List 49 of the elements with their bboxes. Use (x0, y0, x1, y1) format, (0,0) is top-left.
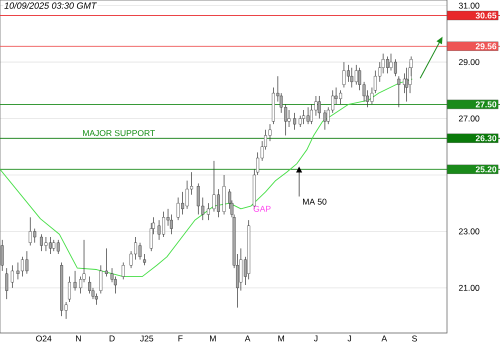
annotation: MA 50 (303, 198, 326, 205)
candlestick (216, 188, 220, 218)
y-tick-label: 31.00 (458, 2, 480, 9)
candlestick (318, 96, 321, 119)
ref-line-label: 29.56 (476, 43, 496, 50)
x-tick-label: S (412, 336, 417, 342)
candlestick (25, 250, 28, 274)
candlestick (10, 264, 14, 288)
ref-line-label: 26.30 (476, 135, 496, 142)
x-tick-label: F (178, 336, 183, 342)
candlestick (323, 110, 326, 130)
annotation: GAP (254, 206, 271, 212)
candlestick (397, 76, 400, 108)
annotation: MAJOR SUPPORT (83, 130, 155, 136)
x-tick-label: N (76, 336, 81, 342)
candlestick (48, 236, 52, 254)
candlestick (104, 248, 108, 277)
x-tick-label: J (348, 336, 352, 342)
x-tick-label: D (110, 336, 115, 342)
ref-line-label: 27.50 (476, 101, 496, 108)
candlestick (5, 268, 8, 300)
y-tick-label: 23.00 (458, 228, 480, 234)
candlestick (405, 67, 408, 102)
candlestick (68, 276, 71, 302)
x-tick-label: M (210, 336, 216, 342)
x-tick-label: O24 (36, 336, 52, 342)
x-tick-label: A (381, 336, 388, 342)
candlestick (394, 58, 397, 77)
y-tick-label: 21.00 (458, 284, 480, 291)
x-tick-label: A (244, 336, 250, 342)
chart-title: 10/09/2025 03:30 GMT (4, 2, 97, 9)
candlestick (158, 220, 161, 240)
candlestick (0, 240, 4, 272)
x-tick-label: J (314, 336, 318, 342)
candlestick (99, 264, 102, 294)
candlestick (176, 197, 180, 220)
candlestick (293, 112, 296, 130)
candlestick (206, 202, 210, 220)
y-tick-label: 29.00 (458, 59, 480, 66)
candlestick (74, 270, 77, 292)
candlestick (122, 262, 125, 280)
candlestick (302, 110, 306, 125)
candlestick (288, 110, 291, 128)
x-tick-label: M (278, 336, 284, 342)
ref-line-label: 30.65 (476, 12, 496, 19)
y-tick-label: 27.00 (458, 116, 480, 122)
x-tick-label: J25 (140, 336, 154, 342)
ref-line-label: 25.20 (476, 166, 496, 172)
candlestick (143, 254, 146, 266)
